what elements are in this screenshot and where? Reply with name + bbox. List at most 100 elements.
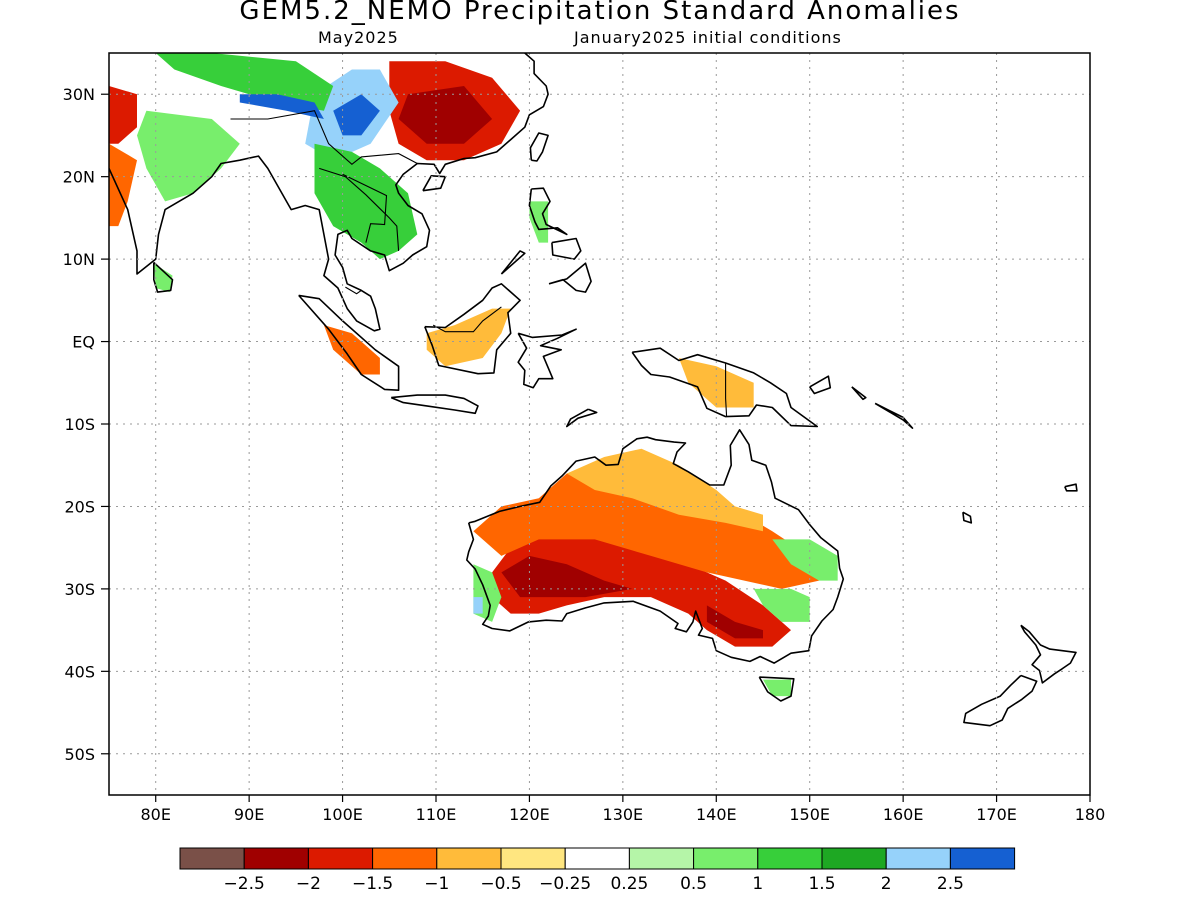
lon-tick-label: 130E <box>603 805 644 824</box>
anomaly-region <box>323 325 380 375</box>
anomaly-region <box>706 605 763 639</box>
colorbar-swatch <box>243 847 309 870</box>
lat-tick-label: 20S <box>64 497 95 516</box>
lat-tick-label: 40S <box>64 662 95 681</box>
anomaly-region <box>314 143 418 260</box>
anomaly-region <box>109 143 137 227</box>
lon-tick-label: 80E <box>140 805 170 824</box>
lon-tick-label: 120E <box>509 805 550 824</box>
colorbar-label: −0.5 <box>480 874 521 894</box>
anomaly-region <box>137 110 240 202</box>
coastline <box>500 250 526 275</box>
colorbar-label: 1 <box>752 874 763 894</box>
lat-tick-label: 30S <box>64 580 95 599</box>
anomaly-region <box>763 679 791 697</box>
anomaly-region <box>566 448 763 532</box>
country-border <box>230 110 418 166</box>
lon-tick-label: 170E <box>976 805 1017 824</box>
lat-tick-label: 20N <box>63 168 95 187</box>
colorbar-label: −0.25 <box>539 874 591 894</box>
colorbar-swatch <box>885 847 951 870</box>
lon-tick-label: 100E <box>322 805 363 824</box>
anomaly-region <box>473 597 483 614</box>
colorbar-swatch <box>372 847 438 870</box>
anomaly-region <box>426 308 511 367</box>
country-border <box>345 286 362 295</box>
coastline-layer <box>109 53 1078 727</box>
country-border <box>432 306 502 333</box>
colorbar-swatch <box>564 847 630 870</box>
country-border <box>725 363 728 417</box>
coastline <box>963 674 1038 727</box>
colorbar-swatch <box>949 847 1016 870</box>
lon-tick-label: 180 <box>1075 805 1106 824</box>
colorbar-label: −1 <box>424 874 449 894</box>
colorbar-label: −2.5 <box>224 874 265 894</box>
colorbar-label: 2 <box>881 874 892 894</box>
lon-tick-label: 160E <box>883 805 924 824</box>
coastline <box>153 261 174 293</box>
colorbar-swatch <box>500 847 566 870</box>
colorbar-swatch <box>436 847 502 870</box>
lat-tick-label: 10N <box>63 250 95 269</box>
coastline <box>874 402 914 429</box>
coastline <box>631 347 819 428</box>
coastline <box>565 408 598 428</box>
lat-tick-label: 10S <box>64 415 95 434</box>
colorbar-swatch <box>757 847 823 870</box>
colorbar-swatch <box>693 847 759 870</box>
anomaly-fill-layer <box>109 53 838 697</box>
coastline <box>529 132 549 162</box>
map-title: GEM5.2_NEMO Precipitation Standard Anoma… <box>239 0 961 26</box>
coastline <box>422 175 447 192</box>
axis-ticks: 30N 20N 10N EQ 10S 20S 30S 40S 50S 80E 90E 100E 110E… <box>63 85 1106 824</box>
country-border <box>319 167 400 251</box>
anomaly-region <box>333 94 380 136</box>
colorbar-swatch <box>307 847 374 870</box>
lat-tick-label: EQ <box>72 333 95 352</box>
anomaly-region <box>398 86 493 144</box>
anomaly-region <box>772 539 838 581</box>
colorbar-swatch <box>821 847 887 870</box>
coastline <box>962 511 973 524</box>
colorbar-label: 1.5 <box>808 874 835 894</box>
anomaly-region <box>155 53 334 111</box>
coastline <box>109 53 549 332</box>
colorbar-label: 0.25 <box>610 874 648 894</box>
coastline <box>1020 624 1077 684</box>
anomaly-region <box>473 465 820 589</box>
coastline <box>851 386 867 401</box>
lon-tick-label: 140E <box>696 805 737 824</box>
colorbar-swatch <box>179 847 245 870</box>
colorbar-label: −1.5 <box>352 874 393 894</box>
anomaly-region <box>753 588 810 622</box>
lat-tick-label: 30N <box>63 85 95 104</box>
coastline <box>548 262 592 293</box>
coastline <box>517 328 577 389</box>
gridline-layer <box>109 53 1090 795</box>
colorbar: −2.5 −2 −1.5 −1 −0.5 −0.25 0.25 0.5 1 1.5 2 2.5 <box>179 847 1016 894</box>
country-border <box>342 173 388 243</box>
initial-conditions: January2025 initial conditions <box>574 28 842 47</box>
colorbar-swatch <box>628 847 695 870</box>
anomaly-region <box>109 86 137 144</box>
colorbar-label: 2.5 <box>937 874 964 894</box>
coastline <box>758 676 795 702</box>
anomaly-region <box>153 263 173 293</box>
coastline <box>1064 483 1078 492</box>
colorbar-label: 0.5 <box>680 874 707 894</box>
lat-tick-label: 50S <box>64 745 95 764</box>
coastline <box>551 237 582 260</box>
coastline <box>424 282 521 375</box>
lon-tick-label: 150E <box>789 805 830 824</box>
coastline <box>809 375 832 395</box>
coastline <box>390 394 479 415</box>
forecast-month: May2025 <box>318 28 399 47</box>
anomaly-region <box>501 555 633 598</box>
coastline <box>298 294 400 392</box>
lon-tick-label: 110E <box>416 805 457 824</box>
colorbar-label: −2 <box>296 874 321 894</box>
coastline <box>528 187 568 236</box>
lon-tick-label: 90E <box>234 805 264 824</box>
